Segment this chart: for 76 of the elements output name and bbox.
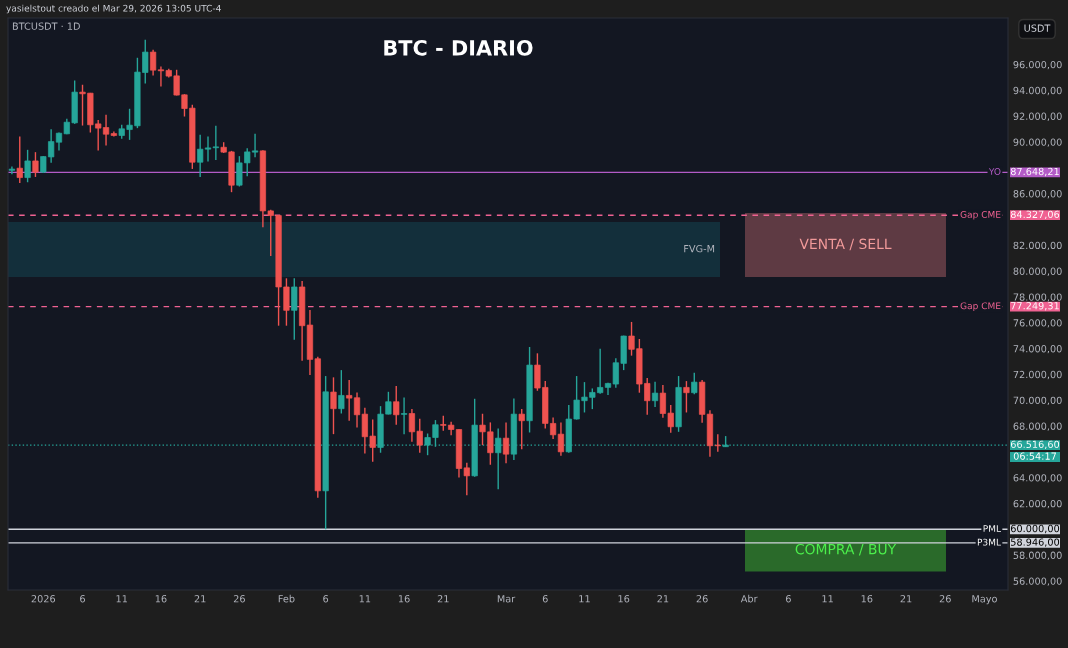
x-tick-label: 6 bbox=[785, 595, 791, 603]
text: BTC - DIARIO bbox=[384, 39, 533, 56]
candlestick bbox=[557, 421, 565, 457]
chart-subtitle: BTCUSDT · 1D bbox=[12, 22, 80, 30]
ref-line-label: PML bbox=[983, 525, 1001, 532]
x-tick-label: 11 bbox=[359, 595, 371, 603]
y-tick-label: 70.000,00 bbox=[1013, 396, 1062, 406]
candlestick bbox=[400, 396, 408, 435]
x-tick-label: 26 bbox=[696, 595, 708, 603]
x-tick-label: 26 bbox=[233, 595, 245, 603]
text: 60.000,00 bbox=[1010, 524, 1060, 534]
x-tick-label: 11 bbox=[116, 595, 128, 603]
y-tick-label: 68.000,00 bbox=[1013, 422, 1062, 431]
x-tick-label: Mayo bbox=[972, 595, 997, 605]
x-tick-label: 16 bbox=[861, 595, 873, 603]
candlestick bbox=[691, 371, 698, 395]
y-tick-label: 76.000,00 bbox=[1013, 319, 1062, 328]
band-label: COMPRA / BUY bbox=[795, 543, 897, 556]
x-tick-label: Abr bbox=[740, 594, 758, 603]
candlestick bbox=[651, 381, 659, 408]
candlestick bbox=[24, 149, 31, 183]
candlestick bbox=[16, 135, 23, 184]
x-tick-label: Mar bbox=[497, 595, 516, 603]
x-tick-label: Feb bbox=[278, 594, 295, 603]
x-tick-label: 21 bbox=[437, 595, 449, 603]
y-tick-label: 90.000,00 bbox=[1013, 138, 1062, 147]
x-tick-label: 21 bbox=[900, 595, 912, 603]
y-tick-label: 94.000,00 bbox=[1013, 86, 1062, 96]
candlestick bbox=[8, 165, 16, 175]
x-tick-label: 6 bbox=[542, 595, 548, 603]
y-axis-title: USDT bbox=[1024, 24, 1051, 32]
x-tick-label: 6 bbox=[323, 595, 329, 603]
text: 66.516,60 bbox=[1010, 440, 1060, 449]
x-tick-label: 16 bbox=[618, 595, 630, 603]
y-tick-label: 96.000,00 bbox=[1013, 60, 1062, 70]
x-tick-label: 21 bbox=[194, 595, 206, 603]
x-tick-label: 16 bbox=[155, 595, 167, 603]
text: 84.327,06 bbox=[1010, 210, 1060, 220]
x-tick-label: 11 bbox=[822, 595, 833, 603]
candlestick bbox=[32, 151, 39, 178]
y-tick-label: 92.000,00 bbox=[1013, 112, 1062, 121]
x-tick-label: 26 bbox=[939, 595, 951, 603]
candlestick bbox=[338, 369, 345, 415]
y-tick-label: 78.000,00 bbox=[1013, 293, 1062, 302]
ref-line-label: P3ML bbox=[977, 538, 1001, 546]
candlestick bbox=[502, 421, 510, 464]
ref-line-label: YO bbox=[988, 168, 1001, 175]
y-tick-label: 62.000,00 bbox=[1013, 499, 1062, 509]
candlestick bbox=[150, 49, 157, 77]
y-tick-label: 80.000,00 bbox=[1013, 267, 1062, 276]
y-tick-label: 86.000,00 bbox=[1013, 190, 1062, 199]
text: 58.946,00 bbox=[1011, 538, 1060, 547]
candlestick bbox=[330, 376, 337, 435]
ref-line-label: Gap CME bbox=[960, 210, 1001, 220]
y-tick-label: 72.000,00 bbox=[1013, 370, 1062, 380]
x-tick-label: 6 bbox=[80, 595, 85, 603]
y-tick-label: 82.000,00 bbox=[1013, 241, 1062, 251]
text: yasielstout creado el Mar 29, 2026 13:05 UTC-4 bbox=[6, 4, 221, 14]
band-label: VENTA / SELL bbox=[799, 238, 892, 251]
x-tick-label: 21 bbox=[657, 595, 669, 603]
x-tick-label: 2026 bbox=[31, 595, 56, 603]
candlestick bbox=[291, 277, 298, 341]
x-tick-label: 11 bbox=[579, 595, 590, 603]
y-tick-label: 64.000,00 bbox=[1013, 474, 1062, 483]
text: 06:54:17 bbox=[1013, 452, 1056, 460]
candlestick bbox=[683, 380, 690, 414]
y-tick-label: 56.000,00 bbox=[1013, 577, 1062, 586]
x-tick-label: 16 bbox=[398, 595, 410, 603]
candlestick bbox=[518, 408, 525, 450]
y-tick-label: 74.000,00 bbox=[1013, 345, 1062, 354]
ref-line-label: Gap CME bbox=[960, 302, 1001, 311]
candlestick bbox=[393, 385, 400, 426]
band-label: FVG-M bbox=[684, 244, 715, 253]
text: 87.648,21 bbox=[1010, 167, 1059, 177]
text: 77.249,31 bbox=[1011, 302, 1059, 311]
y-tick-label: 58.000,00 bbox=[1013, 551, 1062, 560]
